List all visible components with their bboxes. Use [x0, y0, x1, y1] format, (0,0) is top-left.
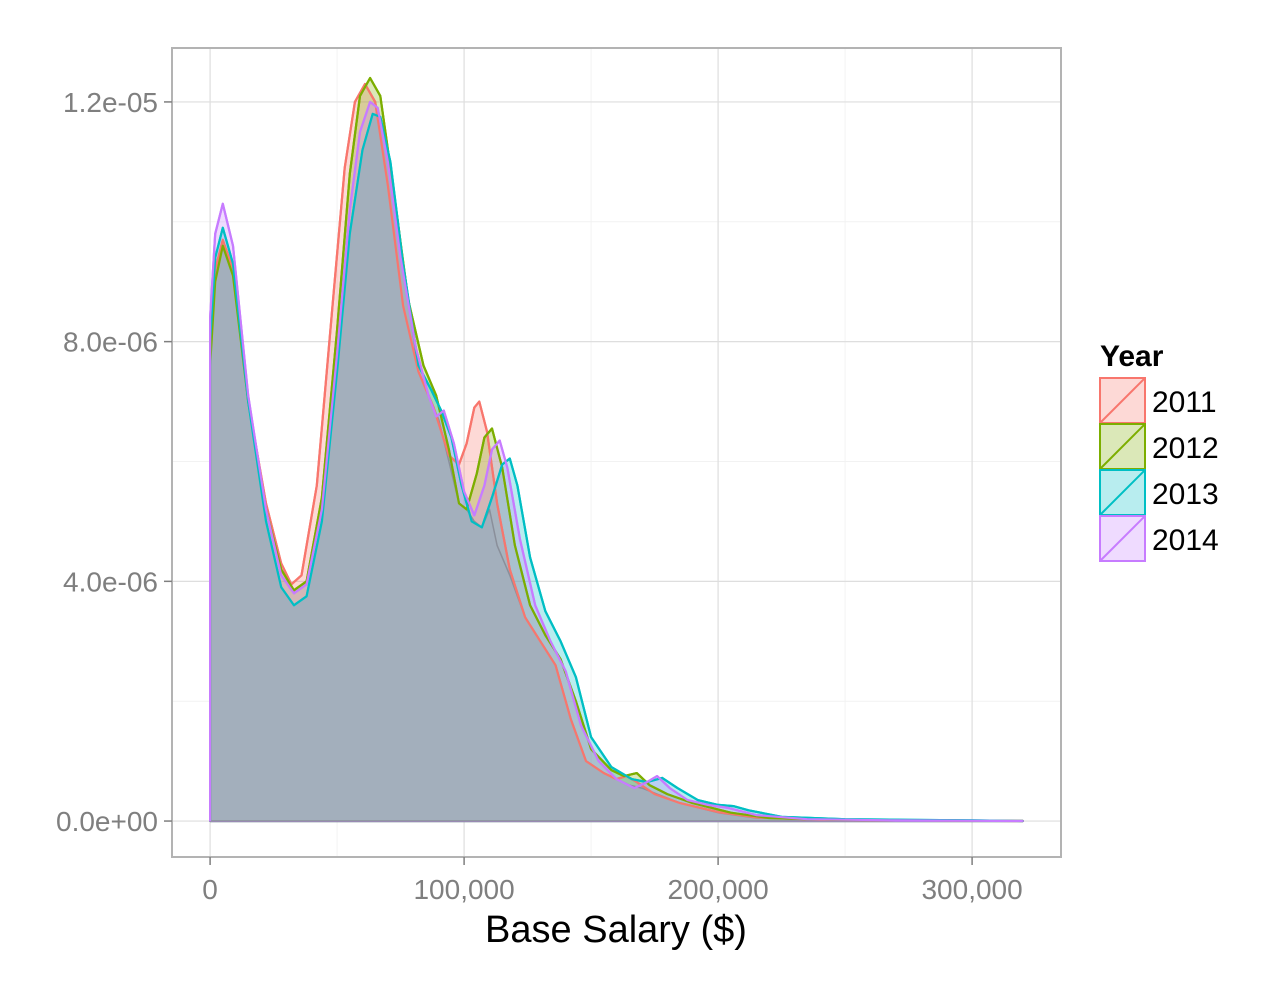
density-line-2013: [209, 112, 1023, 823]
panel-border: [171, 47, 1062, 858]
y-tick-label: 4.0e-06: [63, 566, 158, 597]
legend-item-2012: 2012: [1099, 423, 1219, 470]
y-tick-label: 0.0e+00: [56, 806, 158, 837]
x-tick-label: 100,000: [413, 874, 514, 905]
x-axis-title: Base Salary ($): [485, 909, 747, 951]
density-overlap-area: [209, 113, 1024, 822]
legend-label: 2013: [1152, 478, 1219, 511]
x-tick-label: 200,000: [667, 874, 768, 905]
legend-item-2013: 2013: [1099, 469, 1219, 516]
x-axis-ticks: 0 100,000 200,000 300,000: [202, 857, 1023, 905]
y-tick-label: 1.2e-05: [63, 87, 158, 118]
legend-item-2014: 2014: [1099, 515, 1219, 562]
legend-key-diagonal: [1099, 423, 1146, 470]
plot-series: [209, 76, 1024, 823]
legend-key-diagonal: [1099, 515, 1146, 562]
y-axis-ticks: 0.0e+00 4.0e-06 8.0e-06 1.2e-05: [56, 87, 172, 837]
legend-key-diagonal: [1099, 469, 1146, 516]
legend-label: 2012: [1152, 432, 1219, 465]
density-line-2011: [209, 82, 1023, 823]
legend-label: 2011: [1152, 386, 1217, 419]
x-tick-label: 0: [202, 874, 218, 905]
legend-item-2011: 2011: [1099, 377, 1217, 424]
legend-key-diagonal: [1099, 377, 1146, 424]
legend-label: 2014: [1152, 524, 1219, 557]
y-tick-label: 8.0e-06: [63, 327, 158, 358]
x-tick-label: 300,000: [921, 874, 1022, 905]
legend-title: Year: [1100, 340, 1164, 373]
legend: Year 2011 2012 2013 2014: [1099, 340, 1219, 562]
density-line-2014: [209, 100, 1023, 823]
